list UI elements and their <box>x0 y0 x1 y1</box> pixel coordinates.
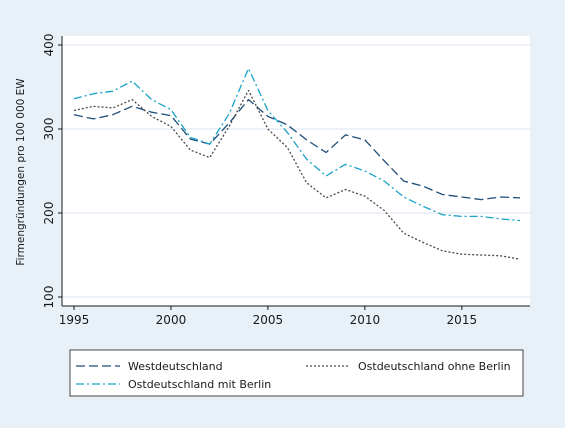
y-tick-label-200: 200 <box>42 202 56 225</box>
x-tick-label-2000: 2000 <box>156 313 187 327</box>
x-tick-label-1995: 1995 <box>59 313 90 327</box>
plot-area <box>62 36 530 306</box>
gridlines <box>62 44 530 298</box>
tick-labels: 100 200 300 400 1995 2000 2005 2010 2015 <box>42 34 477 327</box>
legend-box <box>69 349 524 397</box>
y-tick-label-400: 400 <box>42 34 56 57</box>
x-tick-label-2005: 2005 <box>253 313 284 327</box>
x-tick-label-2010: 2010 <box>350 313 381 327</box>
legend-label-1: Westdeutschland <box>128 360 223 373</box>
series-line-3 <box>73 67 521 222</box>
legend-label-2: Ostdeutschland ohne Berlin <box>358 360 511 373</box>
y-axis-label: Firmengründungen pro 100 000 EW <box>15 78 27 266</box>
y-tick-label-100: 100 <box>42 286 56 309</box>
y-tick-label-300: 300 <box>42 118 56 141</box>
legend: Westdeutschland Ostdeutschland ohne Berli… <box>76 360 511 391</box>
axes <box>58 36 530 310</box>
series-lines <box>73 67 521 260</box>
legend-label-3: Ostdeutschland mit Berlin <box>128 378 271 391</box>
series-line-2 <box>73 89 521 260</box>
x-tick-label-2015: 2015 <box>447 313 478 327</box>
